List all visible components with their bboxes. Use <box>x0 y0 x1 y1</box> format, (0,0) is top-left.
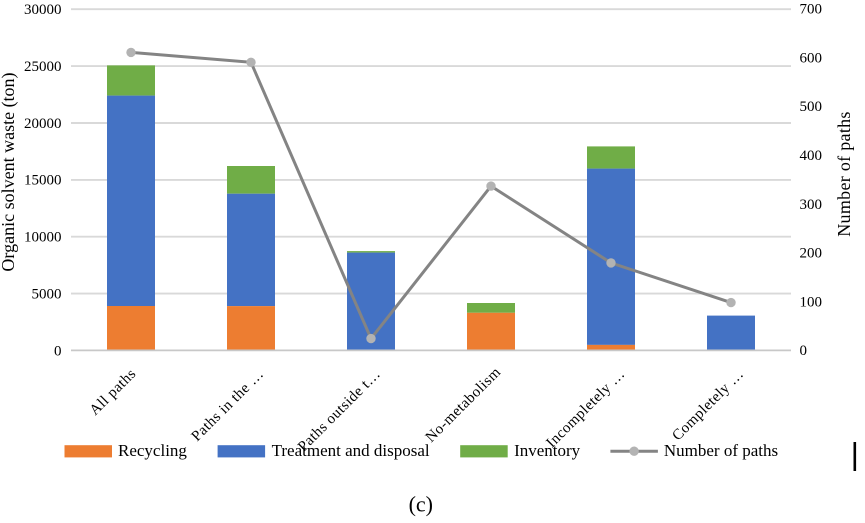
svg-text:Treatment and disposal: Treatment and disposal <box>272 441 430 460</box>
svg-text:500: 500 <box>800 99 823 115</box>
svg-text:30000: 30000 <box>24 2 62 18</box>
svg-text:5000: 5000 <box>32 286 62 302</box>
svg-text:20000: 20000 <box>24 116 62 132</box>
svg-text:All paths: All paths <box>87 366 140 419</box>
svg-text:100: 100 <box>800 294 823 310</box>
svg-text:25000: 25000 <box>24 59 62 75</box>
svg-text:Number of paths: Number of paths <box>834 111 854 236</box>
svg-text:10000: 10000 <box>24 230 62 246</box>
svg-text:Inventory: Inventory <box>514 441 581 460</box>
svg-text:Recycling: Recycling <box>118 441 187 460</box>
svg-text:Paths in the …: Paths in the … <box>189 366 268 445</box>
svg-text:Incompletely …: Incompletely … <box>544 366 629 451</box>
svg-text:Completely …: Completely … <box>669 366 747 444</box>
svg-text:0: 0 <box>800 343 808 359</box>
svg-text:200: 200 <box>800 246 823 262</box>
svg-text:400: 400 <box>800 148 823 164</box>
svg-text:15000: 15000 <box>24 173 62 189</box>
svg-text:300: 300 <box>800 197 823 213</box>
svg-text:(c): (c) <box>409 492 433 517</box>
svg-text:Number of paths: Number of paths <box>664 441 778 460</box>
svg-text:0: 0 <box>54 343 62 359</box>
svg-text:600: 600 <box>800 50 823 66</box>
svg-text:Organic solvent waste (ton): Organic solvent waste (ton) <box>0 72 19 271</box>
svg-text:No-metabolism: No-metabolism <box>423 364 504 445</box>
svg-text:700: 700 <box>800 2 823 18</box>
